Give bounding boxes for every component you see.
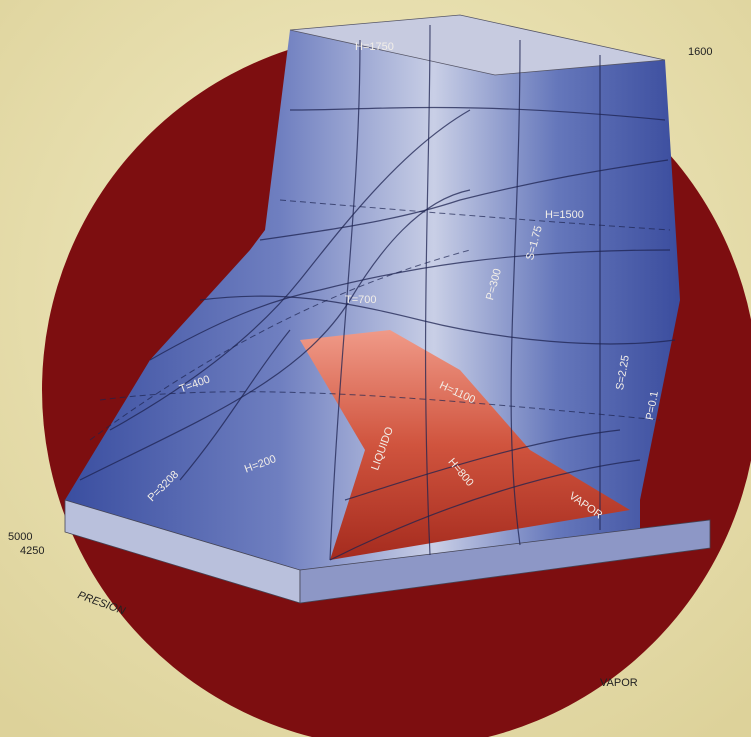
caption: VAPOR [600, 677, 638, 689]
base-right [299, 519, 711, 604]
top-face [289, 14, 666, 76]
label: H=1750 [355, 41, 394, 53]
axis-label: 5000 [8, 531, 32, 543]
label: H=1500 [545, 209, 584, 221]
label: P=0.1 [644, 390, 661, 421]
axis-label: 1600 [688, 46, 712, 58]
label: T=700 [345, 294, 377, 306]
surface [65, 15, 680, 575]
axis-label: 4250 [20, 545, 44, 557]
grid-lines [79, 24, 676, 561]
two-phase-region [300, 330, 630, 560]
